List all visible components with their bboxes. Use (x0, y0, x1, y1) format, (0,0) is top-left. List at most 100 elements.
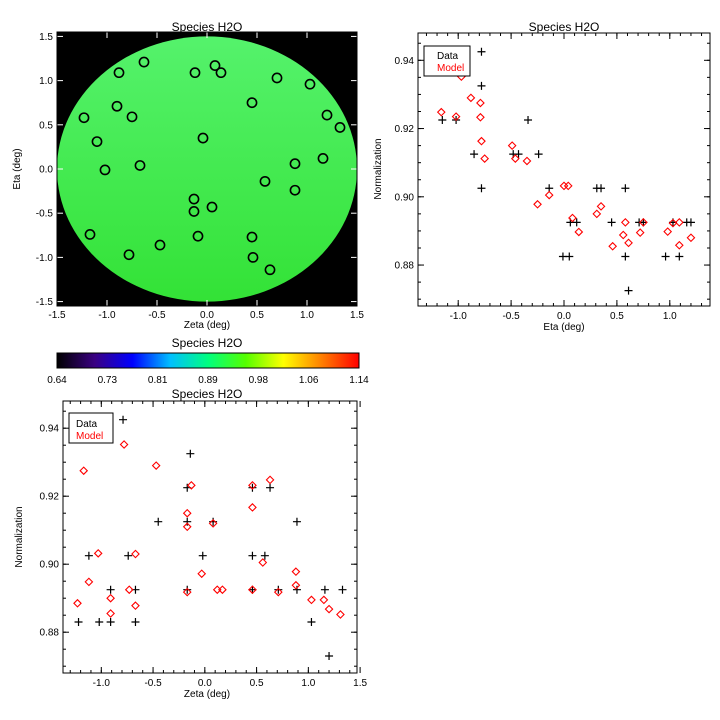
eta-model-point (480, 154, 490, 163)
zeta-x-tick-label: -1.0 (93, 678, 111, 689)
zeta-model-point (119, 440, 129, 449)
map-title: Species H2O (172, 20, 243, 34)
zeta-data-point (320, 585, 329, 594)
eta-model-point (668, 218, 678, 228)
zeta-model-point (248, 585, 257, 595)
eta-model-point (563, 181, 573, 191)
zeta-model-point (212, 585, 222, 595)
zeta-data-point (292, 517, 301, 526)
map-point (138, 56, 150, 68)
zeta-data-point (274, 585, 283, 594)
eta-model-point (466, 93, 476, 103)
zeta-y-tick-label: 0.88 (40, 628, 60, 639)
eta-model-point (674, 240, 684, 250)
zeta-data-point (154, 517, 163, 526)
map-point (209, 60, 221, 71)
zeta-model-point (291, 567, 301, 577)
eta-legend-model: Model (437, 63, 464, 74)
zeta-data-point (131, 618, 140, 626)
zeta-y-tick-label: 0.90 (40, 560, 60, 571)
map-point (126, 111, 138, 123)
eta-data-point (624, 286, 633, 295)
map-point (289, 158, 301, 170)
eta-model-point (477, 136, 486, 146)
zeta-data-point (124, 551, 133, 560)
eta-model-point (592, 209, 602, 219)
zeta-data-point (183, 585, 192, 594)
eta-model-point (618, 230, 628, 240)
eta-model-point (544, 190, 554, 200)
zeta-model-point (182, 508, 192, 518)
zeta-model-point (151, 461, 161, 470)
map-y-tick-label: 1.0 (39, 76, 53, 87)
eta-data-point (686, 218, 695, 227)
zeta-legend-data: Data (76, 419, 98, 430)
zeta-model-point (182, 587, 192, 597)
colorbar-title: Species H2O (172, 336, 243, 350)
map-point (134, 160, 146, 171)
zeta-model-point (106, 609, 115, 618)
zeta-x-tick-label: 1.0 (301, 678, 315, 689)
zeta-frame (62, 400, 358, 674)
eta-data-point (470, 150, 479, 159)
zeta-data-point (325, 652, 334, 660)
colorbar-tick-label: 0.89 (198, 375, 218, 386)
map-point (247, 251, 259, 263)
zeta-model-point (265, 475, 275, 485)
eta-x-tick-label: -1.0 (450, 311, 468, 322)
zeta-legend: Data Model (68, 412, 114, 444)
zeta-legend-box (68, 412, 114, 444)
zeta-y-tick-label: 0.94 (40, 424, 60, 435)
map-y-label: Eta (deg) (12, 148, 23, 189)
map-x-tick-label: -0.5 (148, 310, 166, 321)
zeta-data-point (84, 551, 93, 560)
eta-model-point (522, 156, 532, 166)
zeta-model-point (273, 587, 283, 597)
eta-y-tick-label: 0.94 (395, 56, 415, 67)
eta-panel: Species H2O Eta (deg) Normalization -1.0… (373, 20, 711, 333)
eta-model-point (568, 213, 577, 223)
eta-x-label: Eta (deg) (543, 322, 584, 333)
zeta-title: Species H2O (172, 387, 243, 401)
zeta-data-point (74, 618, 83, 626)
eta-data-point (565, 252, 574, 261)
zeta-model-point (208, 519, 218, 528)
eta-legend-box (423, 45, 471, 77)
map-point (317, 152, 329, 164)
zeta-x-tick-label: 0.0 (198, 678, 212, 689)
zeta-data-point (183, 517, 192, 526)
zeta-model-point (131, 601, 140, 611)
zeta-model-point (84, 577, 94, 587)
eta-legend-data: Data (437, 51, 459, 62)
zeta-model-point (248, 503, 257, 512)
eta-model-point (451, 112, 461, 121)
eta-y-label: Normalization (373, 138, 384, 199)
zeta-data-point (292, 585, 301, 594)
zeta-model-point (182, 522, 192, 532)
eta-model-point (663, 227, 673, 236)
zeta-model-point (73, 598, 82, 608)
eta-model-point (624, 238, 633, 248)
zeta-model-point (319, 595, 329, 605)
eta-data-point (639, 218, 648, 227)
eta-data-point (675, 252, 684, 261)
colorbar-tick-label: 0.73 (98, 375, 118, 386)
map-x-tick-label: 0.5 (250, 310, 264, 321)
zeta-data-point (266, 483, 275, 492)
zeta-model-point (197, 569, 207, 579)
zeta-data-point (338, 585, 347, 594)
colorbar-tick-label: 1.14 (349, 375, 369, 386)
zeta-x-label: Zeta (deg) (184, 689, 230, 700)
eta-model-point (574, 227, 584, 237)
zeta-data-point (307, 618, 316, 626)
map-point (215, 67, 227, 79)
zeta-model-point (124, 585, 134, 595)
map-point (189, 67, 201, 79)
eta-model-point (510, 154, 520, 163)
eta-model-point (620, 218, 630, 227)
zeta-model-point (336, 610, 345, 619)
colorbar-tick-label: 0.98 (249, 375, 269, 386)
eta-data-point (607, 218, 616, 227)
zeta-data-point (95, 618, 104, 626)
